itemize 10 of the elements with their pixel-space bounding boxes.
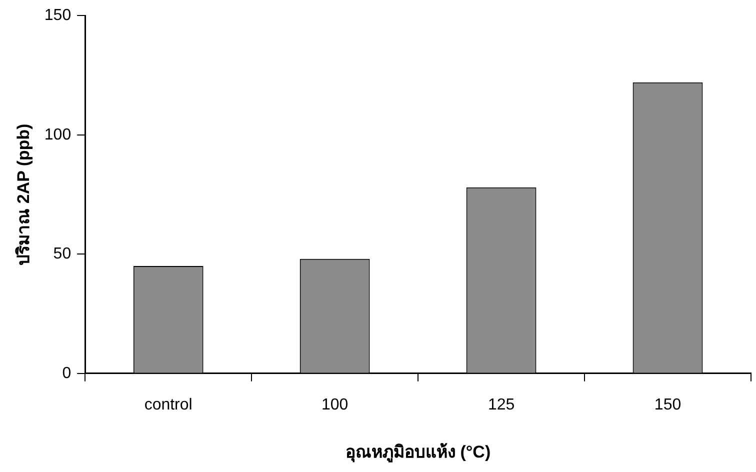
y-tick-label: 150 bbox=[44, 7, 72, 24]
x-tick-label: 100 bbox=[321, 396, 348, 414]
y-axis-title: ปริมาณ 2AP (ppb) bbox=[14, 124, 33, 266]
x-tick-label: 150 bbox=[654, 396, 682, 414]
x-tick-label: 125 bbox=[488, 396, 515, 414]
y-tick-label: 0 bbox=[62, 364, 72, 382]
y-tick-label: 50 bbox=[53, 246, 72, 263]
y-tick-label: 100 bbox=[44, 126, 72, 144]
x-tick-label: control bbox=[144, 396, 192, 414]
x-axis-title: อุณหภูมิอบแห้ง (°C) bbox=[345, 442, 491, 464]
